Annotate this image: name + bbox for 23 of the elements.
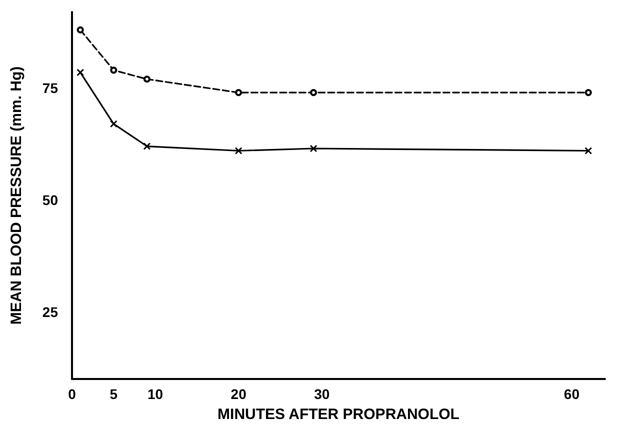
x-tick-label: 10: [147, 386, 164, 402]
x-axis-title: MINUTES AFTER PROPRANOLOL: [218, 406, 460, 423]
y-tick-label: 25: [42, 304, 58, 320]
y-tick-label: 50: [42, 192, 58, 208]
x-tick-label: 5: [110, 386, 118, 402]
point: [235, 89, 242, 96]
point: [110, 120, 118, 128]
point: [143, 142, 151, 150]
y-tick-label: 75: [42, 80, 58, 96]
x-tick-label: 60: [564, 386, 580, 402]
point: [76, 26, 84, 34]
point: [234, 146, 242, 154]
point: [584, 146, 592, 154]
x-tick-label: 30: [314, 386, 330, 402]
point: [584, 89, 592, 96]
y-axis-title: MEAN BLOOD PRESSURE (mm. Hg): [8, 66, 25, 325]
point: [310, 89, 318, 96]
point: [310, 144, 318, 152]
x-tick-label: 20: [230, 386, 247, 402]
x-tick-label: 0: [68, 386, 76, 402]
point: [143, 76, 150, 83]
point: [110, 66, 118, 74]
point: [76, 68, 84, 76]
